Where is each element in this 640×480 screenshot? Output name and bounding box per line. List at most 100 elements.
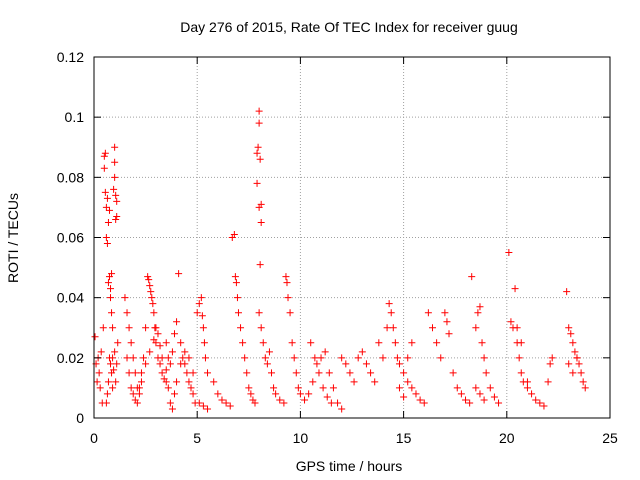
data-point (162, 378, 170, 386)
data-point (532, 396, 540, 404)
data-point (325, 369, 333, 377)
data-point (404, 354, 412, 362)
data-point (142, 360, 150, 368)
data-point (443, 318, 451, 326)
data-point (301, 396, 309, 404)
data-point (482, 369, 490, 377)
data-point (515, 354, 523, 362)
data-point (114, 339, 122, 347)
data-point (354, 354, 362, 362)
data-point (255, 107, 263, 115)
data-point (462, 396, 470, 404)
data-point (110, 185, 118, 193)
data-point (204, 405, 212, 413)
data-point (129, 390, 137, 398)
data-point (251, 399, 259, 407)
data-point (523, 378, 531, 386)
data-point (420, 399, 428, 407)
data-point (362, 360, 370, 368)
data-point (338, 405, 346, 413)
x-tick-label: 10 (293, 430, 309, 446)
data-point (222, 399, 230, 407)
data-point (548, 354, 556, 362)
data-point (449, 369, 457, 377)
data-point (103, 194, 111, 202)
data-point (400, 369, 408, 377)
data-point (408, 384, 416, 392)
data-point (528, 390, 536, 398)
data-point (261, 354, 269, 362)
data-point (170, 390, 178, 398)
y-tick-label: 0.12 (57, 49, 84, 65)
data-point (476, 303, 484, 311)
data-point (96, 384, 104, 392)
y-axis-label: ROTI / TECUs (5, 193, 21, 283)
data-point (404, 378, 412, 386)
data-point (371, 378, 379, 386)
data-point (127, 339, 135, 347)
data-point (146, 282, 154, 290)
data-point (393, 354, 401, 362)
data-point (358, 348, 366, 356)
data-point (292, 369, 300, 377)
data-point (113, 212, 121, 220)
data-point (565, 360, 573, 368)
data-point (567, 330, 575, 338)
data-point (243, 369, 251, 377)
data-point (179, 354, 187, 362)
data-point (146, 348, 154, 356)
data-point (201, 354, 209, 362)
data-point (245, 384, 253, 392)
data-point (311, 354, 319, 362)
x-tick-label: 20 (499, 430, 515, 446)
data-point (408, 339, 416, 347)
data-point (91, 333, 99, 341)
data-point (466, 399, 474, 407)
data-point (113, 197, 121, 205)
data-point (441, 309, 449, 317)
data-point (254, 143, 262, 151)
data-point (256, 261, 264, 269)
data-point (346, 369, 354, 377)
data-point (189, 390, 197, 398)
data-point (197, 294, 205, 302)
data-point (385, 300, 393, 308)
data-point (395, 384, 403, 392)
data-point (123, 309, 131, 317)
data-point (158, 369, 166, 377)
x-tick-label: 0 (90, 430, 98, 446)
data-point (517, 339, 525, 347)
data-point (185, 354, 193, 362)
data-point (233, 294, 241, 302)
data-point (573, 354, 581, 362)
x-tick-label: 25 (602, 430, 618, 446)
data-point (327, 399, 335, 407)
data-point (112, 215, 120, 223)
data-point (158, 354, 166, 362)
data-point (189, 369, 197, 377)
data-point (187, 384, 195, 392)
data-point (137, 378, 145, 386)
data-point (177, 360, 185, 368)
data-point (104, 378, 112, 386)
data-point (140, 354, 148, 362)
data-point (185, 378, 193, 386)
data-point (110, 366, 118, 374)
data-point (133, 399, 141, 407)
data-point (517, 369, 525, 377)
data-point (102, 399, 110, 407)
data-point (536, 399, 544, 407)
data-point (375, 339, 383, 347)
data-point (100, 164, 108, 172)
data-point (424, 309, 432, 317)
data-point (280, 399, 288, 407)
data-point (145, 276, 153, 284)
data-point (544, 378, 552, 386)
data-point (476, 390, 484, 398)
data-point (214, 390, 222, 398)
data-point (166, 360, 174, 368)
axis-ticks: 0 5 10 15 20 25 0 0.02 0.04 0.06 0.08 0.1 0.12 (57, 49, 618, 446)
data-point (276, 396, 284, 404)
data-point (546, 360, 554, 368)
data-point (350, 378, 358, 386)
